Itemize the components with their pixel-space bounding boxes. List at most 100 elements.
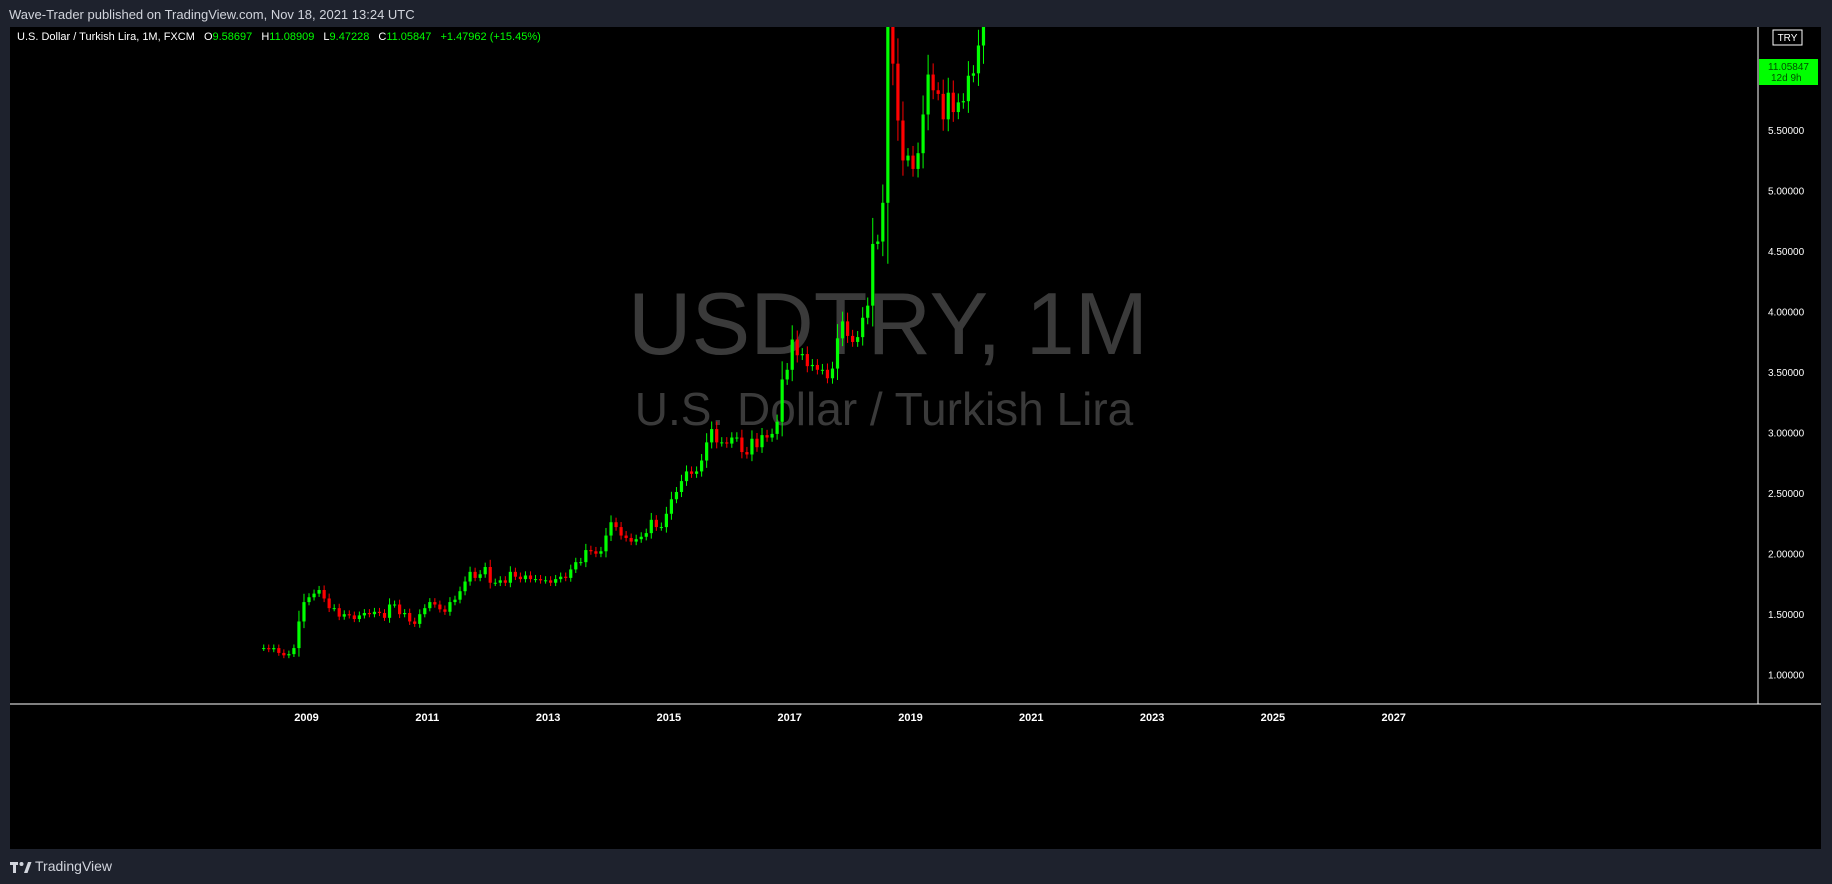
candle: [624, 531, 628, 542]
time-axis[interactable]: 2009 2011 2013 2015 2017 2019 2021 2023 2025 2027: [294, 712, 1406, 724]
candle: [840, 311, 845, 347]
candle: [609, 515, 613, 542]
candle: [523, 571, 528, 583]
currency-button[interactable]: TRY: [1772, 29, 1803, 46]
candle: [951, 80, 955, 122]
candle: [705, 433, 709, 468]
candle: [483, 562, 487, 578]
candle: [392, 600, 397, 608]
candle: [674, 487, 679, 504]
candle: [287, 650, 291, 659]
candle: [629, 533, 633, 546]
candle: [307, 593, 311, 606]
candle: [569, 564, 573, 582]
candle: [916, 142, 920, 178]
candle: [976, 29, 981, 86]
last-price-box: [1759, 59, 1818, 85]
watermark: USDTRY, 1M U.S. Dollar / Turkish Lira: [628, 274, 1148, 435]
candle: [564, 572, 568, 582]
candle: [604, 527, 608, 558]
candle: [871, 217, 875, 327]
candle: [775, 414, 779, 440]
candle: [312, 589, 316, 601]
candle: [488, 559, 492, 589]
candle: [911, 145, 915, 177]
candle: [815, 359, 819, 375]
candle: [896, 38, 900, 141]
candle: [342, 610, 346, 620]
candle: [866, 297, 870, 325]
candle: [418, 609, 422, 628]
candle: [639, 532, 643, 543]
candle: [503, 576, 507, 587]
candle: [876, 234, 880, 250]
candle: [347, 610, 351, 619]
last-price-value: 11.05847: [1768, 62, 1809, 73]
candle: [594, 546, 598, 558]
candle: [589, 545, 593, 555]
candle: [554, 574, 558, 587]
candle: [372, 607, 377, 618]
candle: [433, 598, 437, 608]
legend-close-value: 11.05847: [386, 31, 431, 43]
x-tick-label: 2019: [898, 712, 922, 724]
candle: [851, 329, 855, 347]
candle: [886, 27, 890, 264]
legend-open-label: O: [204, 31, 213, 43]
candle: [493, 578, 497, 587]
legend-change: +1.47962 (+15.45%): [440, 31, 540, 43]
y-tick-label: 3.50000: [1768, 368, 1805, 379]
candle: [398, 599, 402, 619]
x-tick-label: 2025: [1261, 712, 1285, 724]
candle: [981, 27, 986, 64]
candle: [267, 644, 271, 653]
plot-background: [10, 27, 1821, 849]
candle: [785, 362, 789, 385]
candle: [820, 363, 825, 375]
candle: [362, 609, 366, 619]
candle: [795, 330, 799, 363]
candle: [357, 611, 361, 623]
candle: [694, 466, 699, 478]
candle: [891, 27, 895, 86]
candle: [649, 512, 653, 539]
currency-button-box: [1772, 29, 1803, 46]
watermark-title: USDTRY, 1M: [628, 274, 1148, 373]
candle: [518, 572, 523, 583]
candle: [700, 454, 704, 477]
legend-low-value: 9.47228: [330, 31, 370, 43]
y-tick-label: 1.00000: [1768, 671, 1805, 682]
ohlc-legend: U.S. Dollar / Turkish Lira, 1M, FXCM O9.…: [17, 31, 541, 43]
candle: [725, 437, 729, 448]
candle: [453, 595, 457, 606]
candle: [669, 491, 674, 520]
y-tick-label: 4.50000: [1768, 247, 1805, 258]
candle: [413, 617, 417, 627]
candle: [327, 593, 331, 613]
candle: [760, 428, 764, 453]
candle: [750, 430, 754, 462]
candle: [468, 566, 472, 586]
y-tick-label: 1.50000: [1768, 610, 1805, 621]
candle: [614, 517, 618, 531]
x-tick-label: 2009: [294, 712, 318, 724]
candle: [881, 184, 885, 257]
x-tick-label: 2017: [777, 712, 801, 724]
candle: [901, 101, 905, 176]
candle: [861, 307, 865, 346]
published-bar: Wave-Trader published on TradingView.com…: [0, 0, 1832, 26]
candle: [549, 576, 553, 587]
candle: [448, 597, 452, 616]
candle: [337, 603, 341, 621]
candle: [292, 644, 296, 658]
candle: [941, 79, 945, 131]
candle: [513, 567, 517, 581]
chart-area[interactable]: USDTRY, 1M U.S. Dollar / Turkish Lira 1.…: [10, 27, 1821, 849]
candle: [825, 363, 830, 384]
candle: [262, 644, 266, 651]
candle: [438, 600, 442, 613]
candle: [473, 567, 477, 582]
candle: [654, 515, 658, 531]
candle: [664, 506, 668, 533]
candle: [966, 61, 970, 113]
